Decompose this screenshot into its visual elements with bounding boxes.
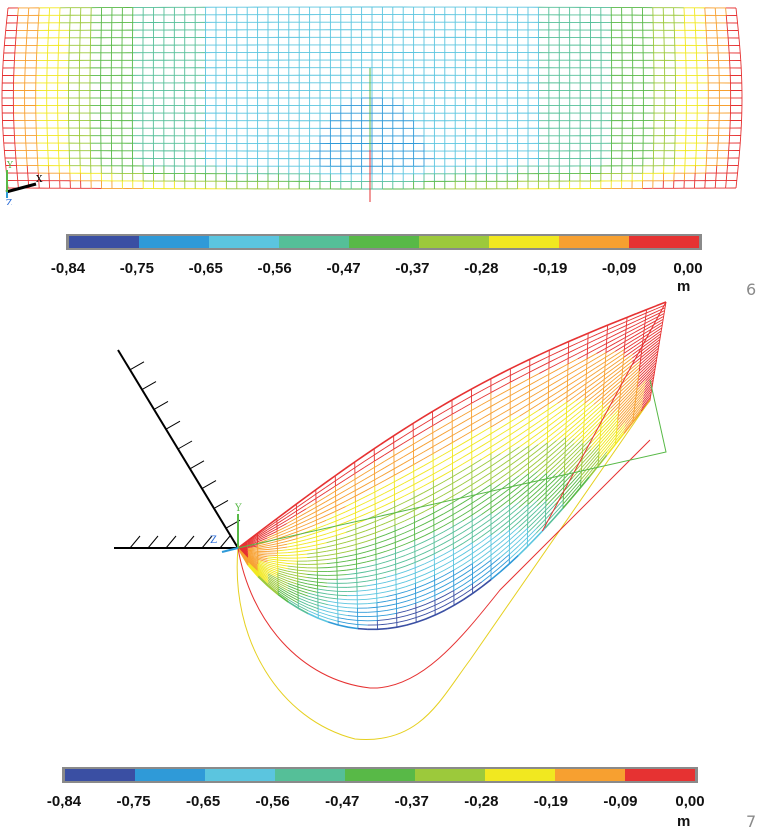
axis-label-y: Y [6,161,14,171]
legend-tick-label: -0,56 [257,260,292,277]
legend-bottom-colorbar [62,767,698,783]
figure-top-mesh: Y Z X [0,0,762,205]
legend-tick-label: -0,28 [464,260,499,277]
legend-bottom: -0,84 -0,75 -0,65 -0,56 -0,47 -0,37 -0,28 -0,19… [0,764,762,834]
legend-tick-label: -0,09 [602,260,637,277]
mesh-bottom-edge [237,399,651,631]
axis-triad-bottom: YZ [210,503,242,553]
legend-swatch [415,769,485,781]
legend-tick-label: -0,19 [533,793,568,810]
legend-swatch [205,769,275,781]
legend-swatch [139,236,209,248]
legend-top-ticks: -0,84 -0,75 -0,65 -0,56 -0,47 -0,37 -0,28 -0,19… [0,260,762,280]
legend-bottom-ticks: -0,84 -0,75 -0,65 -0,56 -0,47 -0,37 -0,28 -0,19… [0,793,762,813]
mesh-top-edge [237,301,667,549]
legend-swatch [275,769,345,781]
legend-swatch [625,769,695,781]
support-wall [114,349,241,549]
legend-tick-label: -0,75 [119,260,154,277]
axis-label-y: Y [234,503,242,514]
legend-tick-label: -0,37 [394,793,429,810]
legend-tick-label: -0,37 [395,260,430,277]
mesh-bottom-lines [237,301,667,630]
legend-top-unit: m [677,278,691,295]
figure-number-top: 6 [746,280,757,299]
legend-tick-label: -0,19 [533,260,568,277]
legend-swatch [349,236,419,248]
legend-tick-label: -0,84 [46,793,82,810]
legend-swatch [135,769,205,781]
legend-tick-label: -0,84 [50,260,86,277]
legend-tick-label: -0,65 [188,260,223,277]
legend-swatch [69,236,139,248]
legend-tick-label: -0,65 [186,793,221,810]
legend-swatch [209,236,279,248]
legend-tick-label: -0,56 [255,793,290,810]
legend-tick-label: -0,75 [116,793,151,810]
diagonal-cable [541,301,667,532]
mesh-bottom-plot: YZ [114,301,667,741]
mesh-top-plot: Y Z X [1,6,743,205]
mesh-top-lines [1,6,743,190]
legend-swatch [555,769,625,781]
axis-label-z: Z [210,535,217,546]
legend-swatch [65,769,135,781]
legend-swatch [559,236,629,248]
legend-tick-label: -0,09 [603,793,638,810]
legend-tick-label: 0,00 [675,793,705,810]
legend-swatch [279,236,349,248]
legend-top: -0,84 -0,75 -0,65 -0,56 -0,47 -0,37 -0,28 -0,19… [0,228,762,298]
legend-swatch [419,236,489,248]
axis-label-z: Z [6,199,12,205]
legend-swatch [629,236,699,248]
outer-deformed-curves [236,379,667,741]
legend-tick-label: 0,00 [673,260,703,277]
legend-swatch [485,769,555,781]
legend-tick-label: -0,47 [325,793,360,810]
legend-swatch [345,769,415,781]
legend-tick-label: -0,47 [326,260,361,277]
legend-tick-label: -0,28 [464,793,499,810]
legend-bottom-unit: m [677,813,691,830]
axis-triad-top: Y Z X [5,161,43,205]
axis-label-x: X [36,175,43,185]
legend-swatch [489,236,559,248]
legend-top-colorbar [66,234,702,250]
figure-number-bottom: 7 [746,812,757,831]
